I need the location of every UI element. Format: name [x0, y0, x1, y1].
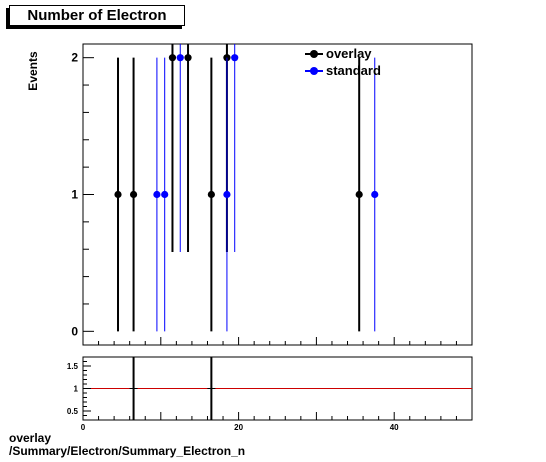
chart-title: Number of Electron — [9, 5, 185, 26]
y-axis-label: Events — [26, 51, 40, 91]
series-overlay — [114, 44, 363, 332]
legend-label-standard: standard — [326, 63, 381, 78]
data-point-overlay — [129, 190, 138, 199]
legend: overlay standard — [305, 46, 425, 80]
footer-line-1: overlay — [9, 431, 52, 445]
legend-marker-standard — [310, 67, 318, 75]
data-point-standard — [176, 54, 184, 62]
ratio-y-tick-label: 0.5 — [67, 407, 79, 416]
data-point-standard — [223, 190, 231, 199]
main-y-tick-label: 1 — [71, 188, 78, 202]
ratio-x-tick-label: 20 — [234, 423, 243, 432]
legend-item-overlay: overlay — [305, 46, 425, 62]
data-point-standard — [153, 190, 161, 199]
data-point-overlay — [207, 190, 215, 199]
legend-label-overlay: overlay — [326, 46, 372, 61]
legend-item-standard: standard — [305, 63, 425, 79]
ratio-x-tick-label: 0 — [81, 423, 86, 432]
data-point-overlay — [114, 190, 122, 199]
ratio-y-tick-label: 1.5 — [67, 362, 79, 371]
main-frame — [82, 43, 473, 346]
data-point-standard — [371, 190, 379, 199]
series-standard — [153, 44, 379, 332]
data-point-overlay — [168, 54, 177, 62]
legend-marker-overlay — [310, 50, 318, 58]
y-axis-label-box: Events — [26, 46, 40, 96]
ratio-x-tick-label: 40 — [390, 423, 399, 432]
data-point-overlay — [355, 190, 363, 199]
data-point-overlay — [184, 54, 192, 62]
footer-line-2: /Summary/Electron/Summary_Electron_n — [9, 444, 246, 458]
main-y-tick-label: 2 — [71, 51, 78, 65]
data-point-standard — [161, 190, 169, 199]
main-y-tick-label: 0 — [71, 324, 78, 338]
ratio-series-0 — [129, 357, 216, 420]
ratio-y-tick-label: 1 — [74, 385, 79, 394]
data-point-standard — [231, 54, 239, 62]
